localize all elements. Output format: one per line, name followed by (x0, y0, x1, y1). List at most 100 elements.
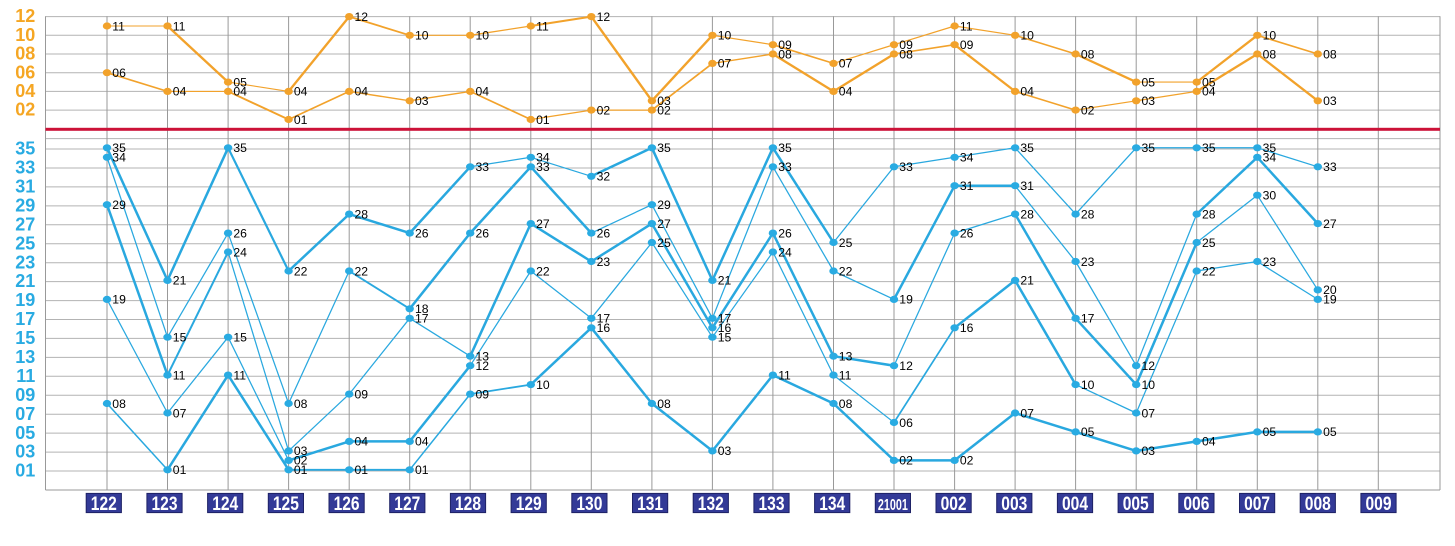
svg-text:11: 11 (173, 19, 186, 33)
svg-text:127: 127 (394, 493, 420, 515)
svg-text:08: 08 (839, 397, 853, 411)
svg-text:24: 24 (233, 245, 247, 259)
svg-text:05: 05 (1081, 425, 1095, 439)
svg-text:20: 20 (1323, 283, 1337, 297)
svg-text:13: 13 (476, 350, 490, 364)
svg-text:26: 26 (233, 226, 247, 240)
svg-text:11: 11 (112, 19, 125, 33)
svg-text:122: 122 (91, 493, 117, 515)
svg-text:22: 22 (1202, 264, 1216, 278)
svg-text:31: 31 (15, 177, 35, 197)
svg-text:27: 27 (536, 217, 550, 231)
svg-text:13: 13 (839, 350, 853, 364)
svg-text:17: 17 (597, 312, 611, 326)
svg-text:29: 29 (112, 198, 126, 212)
svg-text:04: 04 (173, 85, 187, 99)
svg-text:15: 15 (15, 328, 35, 348)
svg-text:34: 34 (112, 151, 126, 165)
svg-text:09: 09 (960, 38, 974, 52)
svg-text:35: 35 (1202, 141, 1216, 155)
svg-text:04: 04 (839, 85, 853, 99)
svg-text:05: 05 (233, 75, 247, 89)
svg-text:12: 12 (15, 6, 35, 26)
svg-text:26: 26 (476, 226, 490, 240)
svg-text:03: 03 (1142, 444, 1156, 458)
svg-text:10: 10 (1081, 378, 1095, 392)
svg-text:12: 12 (476, 359, 490, 373)
svg-text:34: 34 (1263, 151, 1277, 165)
svg-text:129: 129 (516, 493, 542, 515)
svg-text:17: 17 (1081, 312, 1095, 326)
svg-text:22: 22 (536, 264, 550, 278)
svg-text:02: 02 (15, 100, 35, 120)
svg-text:23: 23 (597, 255, 611, 269)
svg-text:11: 11 (173, 368, 186, 382)
svg-text:17: 17 (415, 312, 429, 326)
svg-text:19: 19 (112, 293, 126, 307)
svg-text:12: 12 (355, 10, 369, 24)
svg-text:31: 31 (1020, 179, 1034, 193)
svg-text:04: 04 (415, 435, 429, 449)
svg-text:008: 008 (1305, 493, 1331, 515)
svg-text:21: 21 (15, 271, 35, 291)
svg-text:006: 006 (1183, 493, 1209, 515)
svg-text:03: 03 (718, 444, 732, 458)
svg-text:04: 04 (15, 81, 35, 101)
svg-text:07: 07 (718, 57, 732, 71)
svg-text:27: 27 (657, 217, 671, 231)
svg-text:11: 11 (536, 19, 549, 33)
svg-text:21: 21 (718, 274, 732, 288)
svg-text:10: 10 (1142, 378, 1156, 392)
svg-text:15: 15 (233, 331, 247, 345)
svg-text:05: 05 (1323, 425, 1337, 439)
svg-text:134: 134 (819, 493, 845, 515)
svg-text:26: 26 (960, 226, 974, 240)
svg-text:29: 29 (657, 198, 671, 212)
svg-text:01: 01 (415, 463, 429, 477)
svg-text:02: 02 (1081, 103, 1095, 117)
svg-text:02: 02 (657, 103, 671, 117)
svg-text:09: 09 (899, 38, 913, 52)
svg-text:05: 05 (1263, 425, 1277, 439)
svg-text:16: 16 (597, 321, 611, 335)
svg-text:04: 04 (355, 85, 369, 99)
svg-text:04: 04 (1202, 85, 1216, 99)
svg-text:01: 01 (355, 463, 369, 477)
svg-text:35: 35 (1020, 141, 1034, 155)
svg-text:13: 13 (15, 347, 35, 367)
svg-text:34: 34 (536, 151, 550, 165)
svg-text:23: 23 (15, 252, 35, 272)
svg-text:02: 02 (960, 454, 974, 468)
svg-text:25: 25 (839, 236, 853, 250)
svg-text:08: 08 (1323, 47, 1337, 61)
svg-text:005: 005 (1123, 493, 1149, 515)
svg-text:33: 33 (1323, 160, 1337, 174)
svg-text:10: 10 (1263, 29, 1277, 43)
svg-text:35: 35 (1142, 141, 1156, 155)
svg-text:01: 01 (536, 113, 550, 127)
svg-text:07: 07 (1142, 406, 1156, 420)
svg-text:03: 03 (1142, 94, 1156, 108)
svg-text:10: 10 (1020, 29, 1034, 43)
svg-text:08: 08 (899, 47, 913, 61)
svg-text:03: 03 (415, 94, 429, 108)
svg-text:04: 04 (476, 85, 490, 99)
svg-text:33: 33 (536, 160, 550, 174)
svg-text:21001: 21001 (878, 497, 908, 514)
svg-text:06: 06 (112, 66, 126, 80)
svg-text:02: 02 (294, 454, 308, 468)
svg-text:30: 30 (1263, 189, 1277, 203)
svg-text:06: 06 (899, 416, 913, 430)
svg-text:18: 18 (415, 302, 429, 316)
svg-text:002: 002 (941, 493, 967, 515)
svg-text:15: 15 (718, 331, 732, 345)
svg-text:03: 03 (294, 444, 308, 458)
svg-text:10: 10 (15, 25, 35, 45)
svg-text:09: 09 (15, 385, 35, 405)
svg-text:02: 02 (899, 454, 913, 468)
svg-text:04: 04 (233, 85, 247, 99)
svg-text:11: 11 (16, 366, 35, 386)
svg-text:11: 11 (778, 368, 791, 382)
svg-text:28: 28 (1020, 207, 1034, 221)
svg-text:21: 21 (173, 274, 187, 288)
